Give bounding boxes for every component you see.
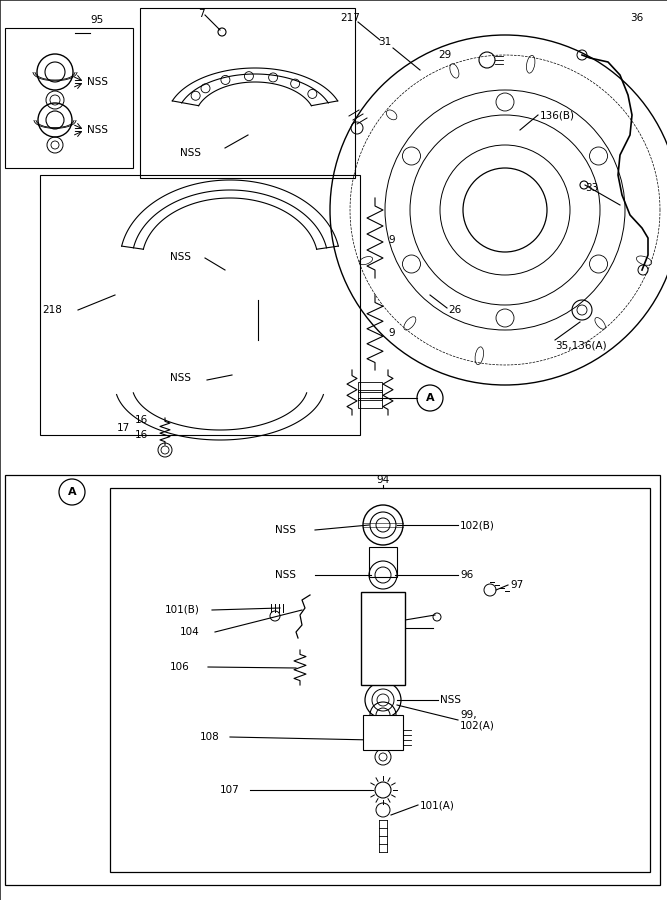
Text: 102(B): 102(B) — [460, 520, 495, 530]
Text: 29: 29 — [438, 50, 452, 60]
Text: 17: 17 — [117, 423, 130, 433]
Text: 97: 97 — [510, 580, 523, 590]
Text: 217: 217 — [340, 13, 360, 23]
Text: 33: 33 — [585, 183, 598, 193]
Bar — [369, 547, 397, 577]
Text: 106: 106 — [170, 662, 189, 672]
Text: 94: 94 — [376, 475, 390, 485]
Text: 101(B): 101(B) — [165, 605, 200, 615]
Text: 95: 95 — [90, 15, 103, 25]
Text: NSS: NSS — [170, 252, 191, 262]
Text: 31: 31 — [378, 37, 392, 47]
Text: NSS: NSS — [87, 125, 108, 135]
Text: 9: 9 — [388, 328, 395, 338]
Text: 36: 36 — [630, 13, 643, 23]
Text: NSS: NSS — [180, 148, 201, 158]
Text: 16: 16 — [135, 430, 148, 440]
Text: 7: 7 — [198, 9, 205, 19]
Text: NSS: NSS — [440, 695, 461, 705]
Bar — [361, 592, 405, 685]
Text: 99,: 99, — [460, 710, 477, 720]
Text: A: A — [67, 487, 76, 497]
Text: NSS: NSS — [275, 570, 296, 580]
Text: 16: 16 — [135, 415, 148, 425]
Text: NSS: NSS — [275, 525, 296, 535]
Text: 9: 9 — [388, 235, 395, 245]
Text: NSS: NSS — [87, 77, 108, 87]
Text: 102(A): 102(A) — [460, 721, 495, 731]
Text: A: A — [426, 393, 434, 403]
Text: 104: 104 — [180, 627, 199, 637]
Text: 108: 108 — [200, 732, 219, 742]
Text: 136(B): 136(B) — [540, 110, 575, 120]
Bar — [363, 715, 403, 750]
Text: 26: 26 — [448, 305, 462, 315]
Text: 101(A): 101(A) — [420, 800, 455, 810]
Text: 35,136(A): 35,136(A) — [555, 340, 606, 350]
Text: 96: 96 — [460, 570, 474, 580]
Text: NSS: NSS — [170, 373, 191, 383]
Text: 218: 218 — [42, 305, 62, 315]
Text: 107: 107 — [220, 785, 239, 795]
